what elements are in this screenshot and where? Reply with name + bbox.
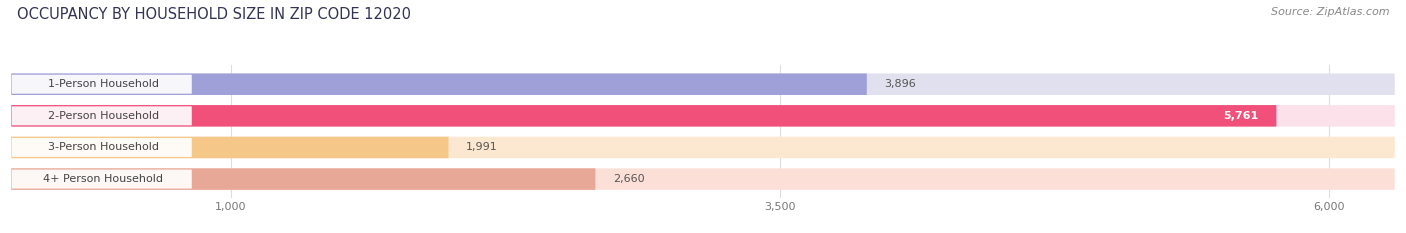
Text: 1,991: 1,991 bbox=[465, 142, 498, 152]
FancyBboxPatch shape bbox=[11, 75, 191, 94]
FancyBboxPatch shape bbox=[11, 73, 868, 95]
FancyBboxPatch shape bbox=[11, 137, 449, 158]
Text: 2,660: 2,660 bbox=[613, 174, 644, 184]
Text: 1-Person Household: 1-Person Household bbox=[48, 79, 159, 89]
FancyBboxPatch shape bbox=[11, 73, 1395, 95]
FancyBboxPatch shape bbox=[11, 168, 595, 190]
FancyBboxPatch shape bbox=[11, 105, 1277, 127]
FancyBboxPatch shape bbox=[11, 106, 191, 125]
Text: OCCUPANCY BY HOUSEHOLD SIZE IN ZIP CODE 12020: OCCUPANCY BY HOUSEHOLD SIZE IN ZIP CODE … bbox=[17, 7, 411, 22]
FancyBboxPatch shape bbox=[11, 168, 1395, 190]
Text: 3,896: 3,896 bbox=[884, 79, 917, 89]
Text: 5,761: 5,761 bbox=[1223, 111, 1258, 121]
Text: 3-Person Household: 3-Person Household bbox=[48, 142, 159, 152]
FancyBboxPatch shape bbox=[11, 105, 1395, 127]
FancyBboxPatch shape bbox=[11, 137, 1395, 158]
Text: 2-Person Household: 2-Person Household bbox=[48, 111, 159, 121]
Text: Source: ZipAtlas.com: Source: ZipAtlas.com bbox=[1271, 7, 1389, 17]
FancyBboxPatch shape bbox=[11, 138, 191, 157]
FancyBboxPatch shape bbox=[11, 170, 191, 188]
Text: 4+ Person Household: 4+ Person Household bbox=[44, 174, 163, 184]
